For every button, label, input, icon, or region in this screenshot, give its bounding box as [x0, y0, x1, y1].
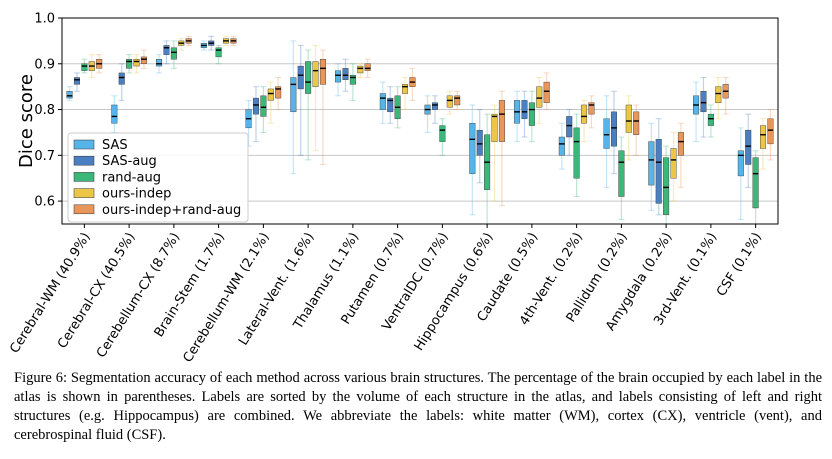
box	[536, 86, 543, 108]
box	[618, 150, 625, 197]
box	[663, 157, 670, 216]
x-tick-label: Cerebral-CX (40.5%)	[55, 230, 138, 351]
plot-frame	[61, 17, 779, 225]
x-tick-label: Cerebral-WM (40.9%)	[7, 230, 93, 356]
box	[760, 125, 767, 149]
box	[252, 97, 259, 115]
box	[707, 113, 714, 126]
box	[156, 59, 163, 67]
box	[357, 65, 364, 74]
box	[566, 116, 573, 138]
box	[140, 56, 147, 64]
box	[170, 47, 177, 60]
legend-box	[67, 132, 249, 223]
box	[588, 102, 595, 115]
legend-label: rand-aug	[102, 170, 161, 185]
y-tick-label: 0.9	[34, 57, 55, 72]
box	[767, 118, 774, 145]
box	[745, 129, 752, 165]
box	[66, 91, 73, 99]
box	[305, 61, 312, 94]
x-tick-label: Cerebellum-WM (2.1%)	[181, 230, 273, 365]
legend-label: SAS-aug	[102, 154, 157, 169]
box	[498, 100, 505, 142]
box	[402, 84, 409, 94]
legend-swatch	[73, 172, 95, 182]
x-tick-label: Hippocampus (0.6%)	[412, 230, 497, 353]
legend-label: SAS	[102, 138, 128, 153]
box	[625, 104, 632, 133]
box	[342, 68, 349, 80]
box	[290, 77, 297, 113]
box	[633, 111, 640, 135]
box	[111, 104, 118, 124]
legend-label: ours-indep	[102, 187, 171, 202]
box	[133, 59, 140, 67]
box	[118, 72, 125, 85]
box	[335, 70, 342, 83]
figure-caption: Figure 6: Segmentation accuracy of each …	[14, 370, 822, 443]
box	[469, 123, 476, 174]
box	[297, 65, 304, 90]
box	[670, 148, 677, 179]
box	[439, 125, 446, 142]
box	[603, 118, 610, 149]
box	[319, 59, 326, 85]
box	[543, 81, 550, 103]
box	[267, 88, 274, 101]
y-tick-label: 0.6	[34, 195, 55, 210]
box	[364, 63, 371, 71]
box	[573, 127, 580, 179]
box	[73, 77, 80, 85]
box	[163, 45, 170, 55]
legend-swatch	[73, 139, 95, 150]
box	[126, 59, 133, 69]
box	[260, 95, 267, 117]
box	[558, 136, 565, 156]
x-tick-label: CSF (0.1%)	[714, 230, 765, 299]
box	[648, 141, 655, 186]
legend-swatch	[73, 188, 95, 198]
box	[677, 132, 684, 156]
box	[476, 129, 483, 156]
y-tick-label: 1.0	[34, 12, 55, 27]
box	[737, 150, 744, 177]
box	[610, 111, 617, 147]
box	[275, 86, 282, 99]
box	[752, 157, 759, 209]
y-tick-label: 0.8	[34, 103, 55, 118]
y-axis-label: Dice score	[16, 74, 37, 168]
legend-label: ours-indep+rand-aug	[102, 203, 241, 218]
legend-swatch	[73, 204, 95, 215]
box	[655, 139, 662, 204]
box	[312, 61, 319, 87]
box	[715, 86, 722, 103]
box	[454, 95, 461, 106]
box	[81, 63, 88, 71]
box-plot-chart: 0.6 0.7 0.8 0.9 1.0 Dice score Cerebral-WM (40…	[7, 12, 779, 365]
y-tick-label: 0.7	[34, 149, 55, 164]
box	[215, 47, 222, 58]
legend-swatch	[73, 155, 95, 166]
box	[446, 95, 453, 108]
box	[387, 97, 394, 113]
box	[491, 113, 498, 142]
box	[528, 102, 535, 126]
box	[581, 104, 588, 124]
box	[521, 100, 528, 119]
box	[379, 93, 386, 110]
box	[349, 75, 356, 85]
x-tick-label: Cerebellum-CX (8.7%)	[94, 230, 183, 360]
box	[431, 102, 438, 110]
box	[700, 91, 707, 113]
